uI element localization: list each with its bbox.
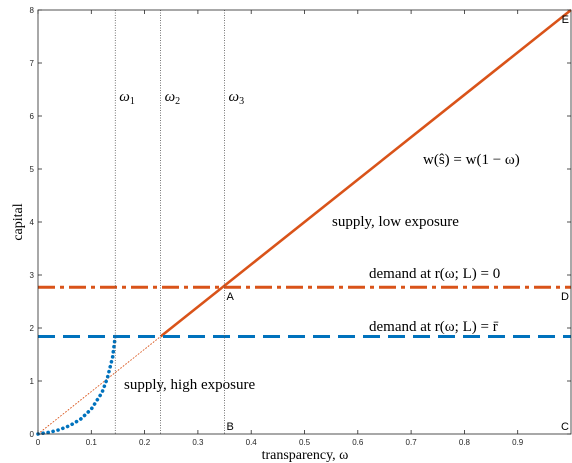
y-tick-label: 1 — [30, 377, 35, 386]
x-tick-label: 0.1 — [86, 438, 98, 447]
y-axis-label: capital — [11, 203, 26, 240]
x-tick-label: 0.7 — [406, 438, 418, 447]
x-tick-label: 0 — [36, 438, 41, 447]
point-label-D: D — [561, 291, 569, 303]
point-label-A: A — [227, 291, 235, 303]
y-tick-label: 7 — [30, 59, 35, 68]
annotations: ω1 ω2 ω3 A B C D E — [119, 14, 569, 433]
y-tick-label: 4 — [30, 218, 35, 227]
annotation-supply-high: supply, high exposure — [124, 377, 255, 393]
omega-label-3: ω3 — [229, 89, 245, 107]
annotation-supply-low: supply, low exposure — [332, 214, 459, 230]
x-tick-label: 0.4 — [246, 438, 258, 447]
y-tick-label: 0 — [30, 430, 35, 439]
x-tick-label: 0.2 — [139, 438, 151, 447]
annotation-demand-rbar: demand at r(ω; L) = r̄ — [369, 319, 499, 335]
x-tick-label: 0.5 — [299, 438, 311, 447]
axis-ticks: 0 0.1 0.2 0.3 0.4 0.5 0.6 0.7 0.8 0.9 0 1 2 3 4 5 6 7 8 — [30, 6, 571, 447]
series-layer — [36, 8, 572, 436]
y-tick-label: 2 — [30, 324, 35, 333]
y-tick-label: 6 — [30, 112, 35, 121]
y-tick-label: 5 — [30, 165, 35, 174]
point-label-C: C — [561, 421, 569, 433]
series-line-dotted-thin — [37, 336, 162, 435]
point-label-E: E — [562, 14, 569, 26]
x-tick-label: 0.9 — [512, 438, 524, 447]
x-axis-label: transparency, ω — [262, 448, 349, 463]
series-line-solid — [159, 8, 572, 338]
x-tick-label: 0.6 — [352, 438, 364, 447]
x-tick-label: 0.8 — [459, 438, 471, 447]
point-label-B: B — [227, 421, 234, 433]
y-tick-label: 8 — [30, 6, 35, 15]
y-tick-label: 3 — [30, 271, 35, 280]
series-line-dotted-thick — [36, 334, 118, 436]
x-tick-label: 0.3 — [192, 438, 204, 447]
annotation-demand-zero: demand at r(ω; L) = 0 — [369, 266, 500, 282]
reference-lines — [114, 10, 225, 434]
omega-label-1: ω1 — [119, 89, 135, 107]
omega-label-2: ω2 — [165, 89, 181, 107]
annotation-supply-line: w(ŝ) = w(1 − ω) — [423, 152, 520, 168]
